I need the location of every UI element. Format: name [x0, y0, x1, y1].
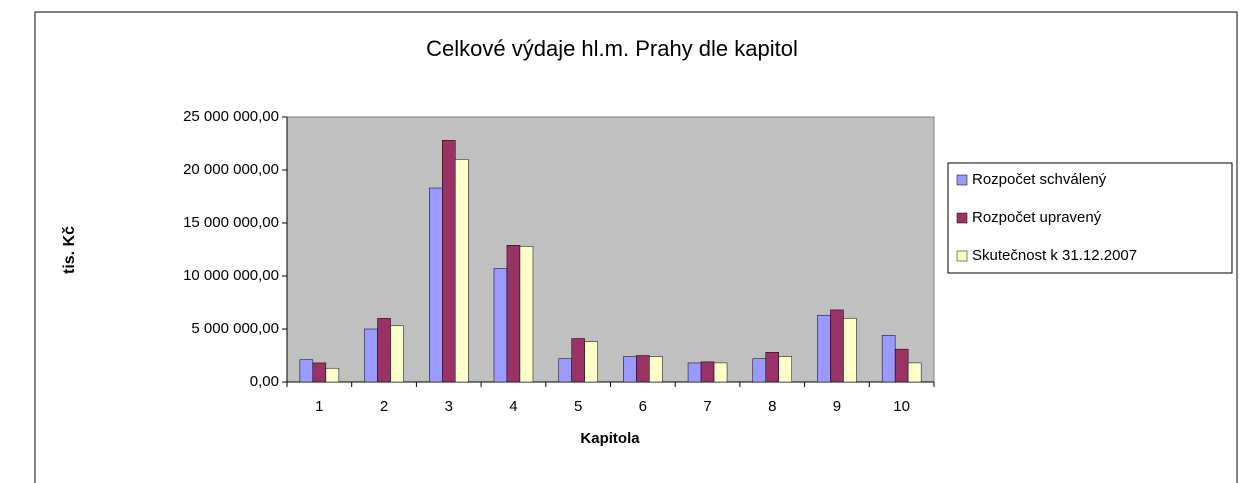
bar [312, 362, 327, 383]
bar [571, 338, 585, 383]
x-tick-label: 7 [703, 398, 711, 415]
x-tick-label: 1 [315, 398, 323, 415]
y-tick-label: 15 000 000,00 [183, 214, 279, 231]
bar [881, 335, 896, 383]
x-tick-label: 2 [380, 398, 388, 415]
chart-title: Celkové výdaje hl.m. Prahy dle kapitol [426, 36, 798, 61]
x-axis-label: Kapitola [580, 430, 640, 447]
bar [325, 367, 340, 383]
legend-swatch [956, 212, 968, 224]
bar [713, 362, 728, 383]
x-tick-label: 3 [445, 398, 453, 415]
y-tick-label: 0,00 [250, 373, 279, 390]
bar [364, 328, 378, 383]
legend-label: Skutečnost k 31.12.2007 [972, 247, 1137, 264]
bar [894, 348, 909, 383]
bar [429, 187, 443, 383]
bar [506, 245, 521, 383]
bar [649, 356, 663, 383]
x-tick-label: 5 [574, 398, 582, 415]
x-tick-label: 9 [833, 398, 841, 415]
bar [817, 314, 831, 383]
bar [765, 352, 779, 383]
bar [390, 325, 404, 383]
y-tick-label: 20 000 000,00 [183, 161, 279, 178]
bar [442, 140, 456, 383]
bar [299, 359, 314, 383]
bar [584, 341, 598, 383]
y-tick-label: 10 000 000,00 [183, 267, 279, 284]
legend-swatch [956, 174, 968, 186]
bar [455, 159, 469, 383]
legend-box [947, 162, 1233, 274]
bar [830, 309, 844, 383]
x-tick-label: 8 [768, 398, 776, 415]
x-tick-label: 6 [639, 398, 647, 415]
y-tick-label: 5 000 000,00 [191, 320, 279, 337]
bar [493, 268, 508, 383]
bar [558, 358, 572, 383]
legend-label: Rozpočet upravený [972, 209, 1102, 226]
legend-swatch [956, 250, 968, 262]
bar [843, 318, 857, 383]
bar [636, 355, 650, 383]
bar [377, 318, 391, 383]
y-tick-label: 25 000 000,00 [183, 108, 279, 125]
legend-label: Rozpočet schválený [972, 171, 1107, 188]
x-tick-label: 4 [509, 398, 517, 415]
bar [519, 246, 534, 383]
y-axis-label: tis. Kč [61, 226, 78, 274]
bar [907, 362, 922, 383]
bar [778, 356, 792, 383]
bar [752, 358, 766, 383]
bar [687, 362, 702, 383]
bar [623, 356, 637, 383]
x-tick-label: 10 [893, 398, 910, 415]
bar [700, 361, 715, 383]
